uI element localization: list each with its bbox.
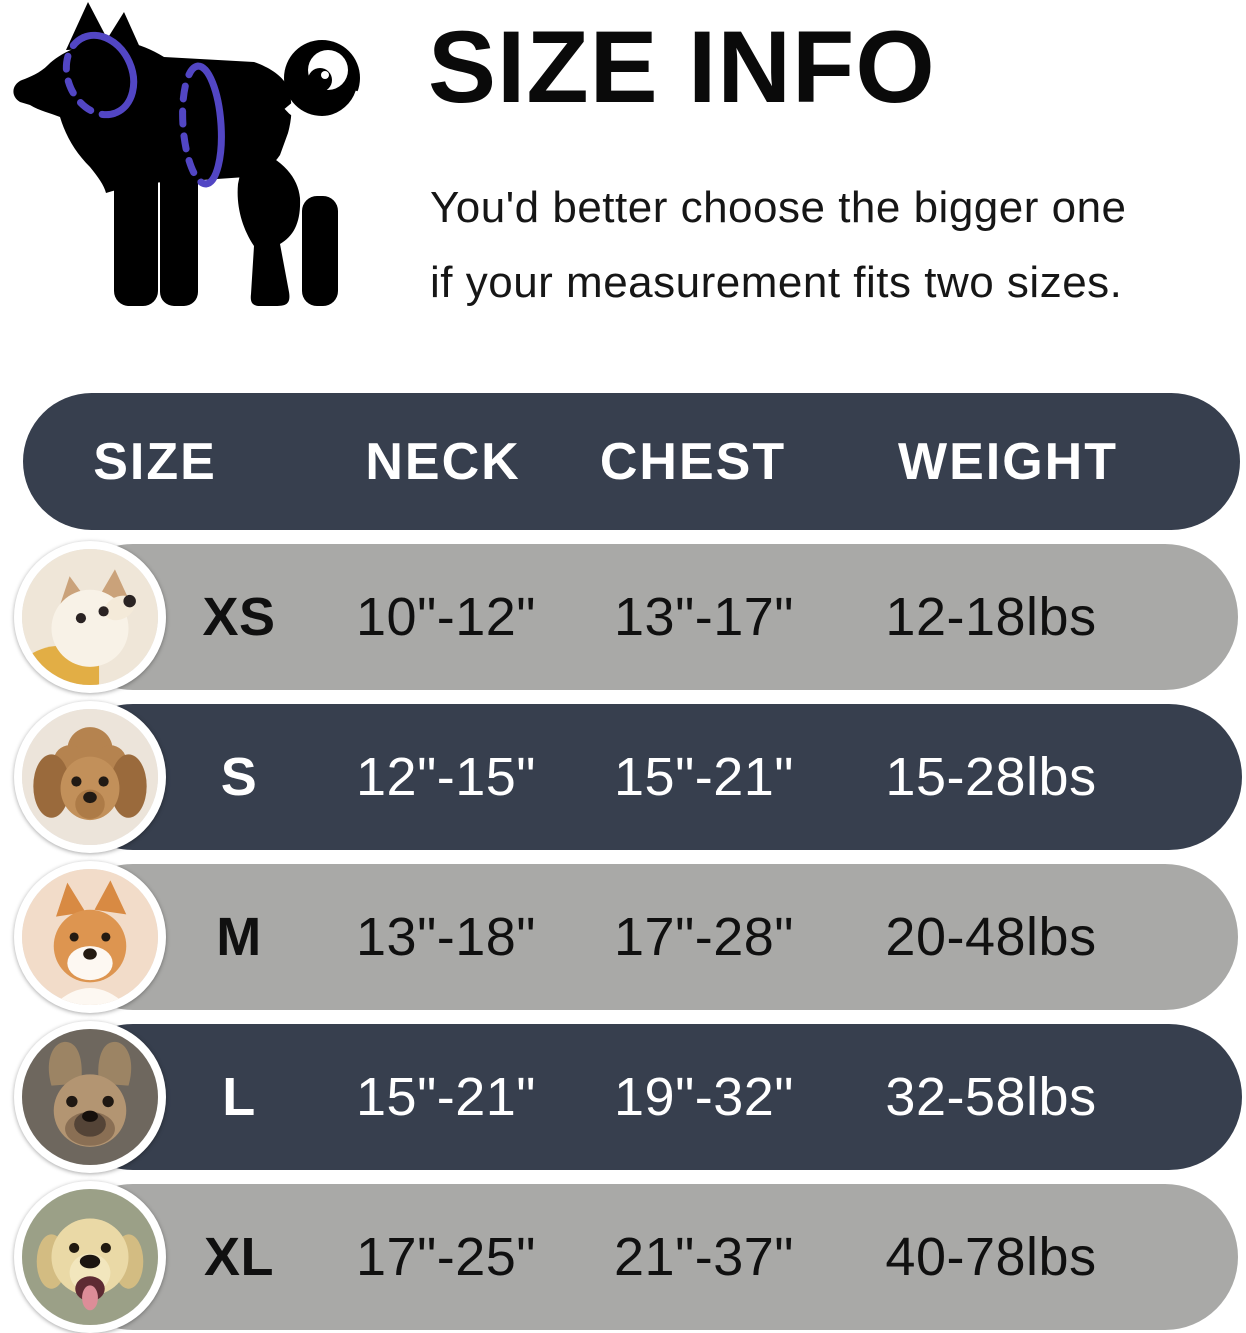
subtitle: You'd better choose the bigger one if yo… [430,170,1127,320]
dog-photo-french-bulldog [14,1021,166,1173]
row-chest-value: 13"-17" [614,587,794,647]
table-row-m: M 13"-18" 17"-28" 20-48lbs [0,861,1246,1013]
row-neck-value: 12"-15" [356,747,536,807]
dog-photo-shiba-inu [14,861,166,1013]
table-row-l: L 15"-21" 19"-32" 32-58lbs [0,1021,1246,1173]
row-size-label: XS [202,587,276,647]
row-pill [60,864,1238,1010]
row-weight-value: 12-18lbs [885,587,1097,647]
dog-photo-poodle [14,701,166,853]
poodle-dog-photo [22,709,158,845]
row-pill [60,1024,1242,1170]
chest-measure-ring-icon [179,62,225,188]
row-size-label: L [222,1067,256,1127]
row-chest-value: 21"-37" [614,1227,794,1287]
size-table: SIZE NECK CHEST WEIGHT [0,393,1246,1333]
dog-photo-labrador [14,1181,166,1333]
table-row-xl: XL 17"-25" 21"-37" 40-78lbs [0,1181,1246,1333]
dog-silhouette-icon [13,2,365,306]
table-header-row: SIZE NECK CHEST WEIGHT [0,393,1246,530]
header-neck-label: NECK [365,432,521,491]
row-pill [60,704,1242,850]
row-weight-value: 20-48lbs [885,907,1097,967]
table-row-s: S 12"-15" 15"-21" 15-28lbs [0,701,1246,853]
row-chest-value: 19"-32" [614,1067,794,1127]
pomeranian-dog-photo [22,549,158,685]
header-size-label: SIZE [93,432,217,491]
dog-photo-pomeranian [14,541,166,693]
row-size-label: S [220,747,258,807]
row-chest-value: 17"-28" [614,907,794,967]
row-pill [60,1184,1238,1330]
header-weight-label: WEIGHT [898,432,1118,491]
row-chest-value: 15"-21" [614,747,794,807]
row-weight-value: 15-28lbs [885,747,1097,807]
table-row-xs: XS 10"-12" 13"-17" 12-18lbs [0,541,1246,693]
french-bulldog-dog-photo [22,1029,158,1165]
row-weight-value: 32-58lbs [885,1067,1097,1127]
row-neck-value: 17"-25" [356,1227,536,1287]
header-pill [23,393,1240,530]
row-weight-value: 40-78lbs [885,1227,1097,1287]
row-size-label: XL [203,1227,275,1287]
neck-measure-ring-icon [62,31,138,119]
row-neck-value: 13"-18" [356,907,536,967]
page-title: SIZE INFO [428,10,936,124]
labrador-dog-photo [22,1189,158,1325]
subtitle-line-2: if your measurement fits two sizes. [430,258,1123,307]
row-pill [60,544,1238,690]
subtitle-line-1: You'd better choose the bigger one [430,183,1127,232]
hero-section: SIZE INFO You'd better choose the bigger… [0,0,1246,393]
shiba-inu-dog-photo [22,869,158,1005]
row-neck-value: 10"-12" [356,587,536,647]
row-size-label: M [216,907,262,967]
row-neck-value: 15"-21" [356,1067,536,1127]
header-chest-label: CHEST [599,432,787,491]
